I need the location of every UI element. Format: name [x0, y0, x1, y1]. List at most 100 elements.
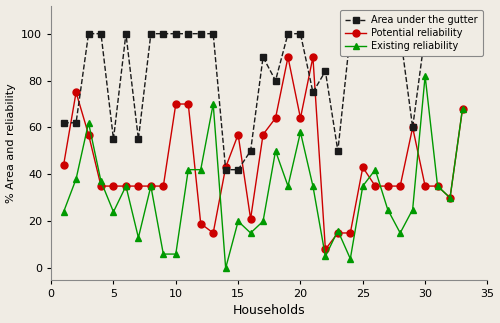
- Area under the gutter: [434, 32, 440, 36]
- Potential reliability: [136, 184, 141, 188]
- Area under the gutter: [335, 149, 341, 153]
- Existing reliability: [322, 255, 328, 258]
- Area under the gutter: [460, 32, 466, 36]
- Existing reliability: [222, 266, 228, 270]
- Potential reliability: [460, 107, 466, 111]
- Existing reliability: [198, 168, 203, 172]
- Existing reliability: [60, 210, 66, 214]
- Area under the gutter: [272, 78, 278, 82]
- Y-axis label: % Area and reliability: % Area and reliability: [6, 83, 16, 203]
- Area under the gutter: [410, 126, 416, 130]
- Potential reliability: [186, 102, 192, 106]
- Area under the gutter: [123, 32, 129, 36]
- Existing reliability: [447, 196, 453, 200]
- Existing reliability: [123, 184, 129, 188]
- Existing reliability: [397, 231, 403, 235]
- Area under the gutter: [136, 137, 141, 141]
- Area under the gutter: [148, 32, 154, 36]
- Potential reliability: [123, 184, 129, 188]
- Potential reliability: [110, 184, 116, 188]
- Area under the gutter: [248, 149, 254, 153]
- Line: Potential reliability: Potential reliability: [60, 54, 466, 253]
- Existing reliability: [434, 184, 440, 188]
- Existing reliability: [410, 208, 416, 212]
- Potential reliability: [322, 247, 328, 251]
- Existing reliability: [148, 184, 154, 188]
- Existing reliability: [460, 107, 466, 111]
- Existing reliability: [360, 184, 366, 188]
- Existing reliability: [372, 168, 378, 172]
- Area under the gutter: [384, 32, 390, 36]
- Potential reliability: [235, 132, 241, 136]
- Existing reliability: [384, 208, 390, 212]
- Potential reliability: [248, 217, 254, 221]
- Area under the gutter: [60, 121, 66, 125]
- Potential reliability: [198, 222, 203, 225]
- Existing reliability: [248, 231, 254, 235]
- Existing reliability: [160, 252, 166, 256]
- Legend: Area under the gutter, Potential reliability, Existing reliability: Area under the gutter, Potential reliabi…: [340, 10, 482, 56]
- Potential reliability: [160, 184, 166, 188]
- Area under the gutter: [73, 121, 79, 125]
- Potential reliability: [422, 184, 428, 188]
- Area under the gutter: [222, 168, 228, 172]
- Potential reliability: [360, 165, 366, 169]
- Area under the gutter: [447, 32, 453, 36]
- Potential reliability: [285, 55, 291, 59]
- Area under the gutter: [110, 137, 116, 141]
- Potential reliability: [384, 184, 390, 188]
- Potential reliability: [86, 132, 91, 136]
- Area under the gutter: [360, 32, 366, 36]
- Area under the gutter: [186, 32, 192, 36]
- Area under the gutter: [322, 69, 328, 73]
- Existing reliability: [136, 236, 141, 240]
- Area under the gutter: [160, 32, 166, 36]
- Existing reliability: [210, 102, 216, 106]
- Potential reliability: [372, 184, 378, 188]
- Area under the gutter: [210, 32, 216, 36]
- X-axis label: Households: Households: [233, 305, 306, 318]
- Potential reliability: [260, 132, 266, 136]
- Line: Existing reliability: Existing reliability: [60, 72, 466, 272]
- Existing reliability: [173, 252, 179, 256]
- Existing reliability: [98, 180, 104, 183]
- Existing reliability: [86, 121, 91, 125]
- Potential reliability: [447, 196, 453, 200]
- Area under the gutter: [372, 32, 378, 36]
- Area under the gutter: [348, 32, 354, 36]
- Area under the gutter: [86, 32, 91, 36]
- Potential reliability: [222, 165, 228, 169]
- Area under the gutter: [298, 32, 304, 36]
- Existing reliability: [335, 229, 341, 233]
- Existing reliability: [73, 177, 79, 181]
- Area under the gutter: [310, 90, 316, 94]
- Area under the gutter: [198, 32, 203, 36]
- Existing reliability: [272, 149, 278, 153]
- Existing reliability: [422, 74, 428, 78]
- Area under the gutter: [285, 32, 291, 36]
- Existing reliability: [348, 257, 354, 261]
- Potential reliability: [335, 231, 341, 235]
- Potential reliability: [98, 184, 104, 188]
- Area under the gutter: [260, 55, 266, 59]
- Existing reliability: [310, 184, 316, 188]
- Area under the gutter: [235, 168, 241, 172]
- Line: Area under the gutter: Area under the gutter: [60, 30, 466, 173]
- Existing reliability: [235, 219, 241, 223]
- Potential reliability: [434, 184, 440, 188]
- Area under the gutter: [422, 32, 428, 36]
- Existing reliability: [260, 219, 266, 223]
- Potential reliability: [272, 116, 278, 120]
- Potential reliability: [73, 90, 79, 94]
- Potential reliability: [298, 116, 304, 120]
- Existing reliability: [110, 210, 116, 214]
- Potential reliability: [397, 184, 403, 188]
- Potential reliability: [310, 55, 316, 59]
- Existing reliability: [298, 130, 304, 134]
- Potential reliability: [410, 126, 416, 130]
- Area under the gutter: [397, 32, 403, 36]
- Area under the gutter: [173, 32, 179, 36]
- Potential reliability: [173, 102, 179, 106]
- Potential reliability: [60, 163, 66, 167]
- Existing reliability: [285, 184, 291, 188]
